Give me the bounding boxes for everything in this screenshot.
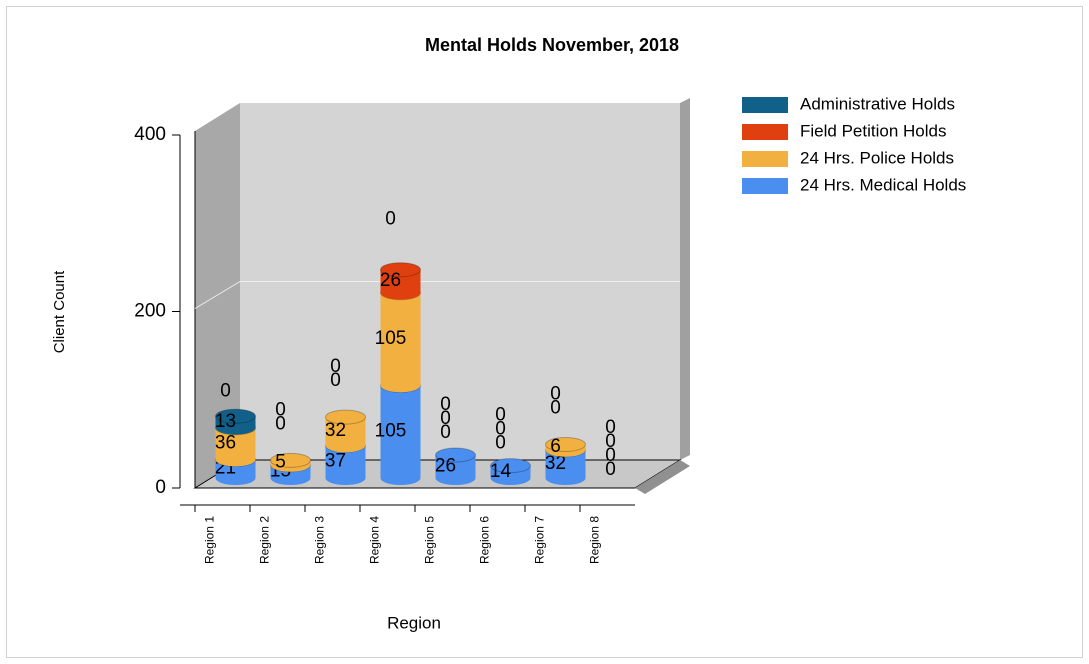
legend-swatch <box>742 151 788 167</box>
legend-swatch <box>742 178 788 194</box>
cylinder-top <box>380 262 421 278</box>
data-label: 5 <box>275 452 286 473</box>
data-label: 0 <box>550 383 561 404</box>
legend-label: Field Petition Holds <box>800 121 946 140</box>
bar-segment <box>325 409 366 453</box>
data-label: 0 <box>440 394 451 415</box>
data-label: 0 <box>605 445 616 466</box>
y-tick-label: 400 <box>134 124 166 145</box>
data-label: 32 <box>545 453 566 474</box>
cylinder-top <box>270 452 311 468</box>
legend-swatch <box>742 97 788 113</box>
bar-segment <box>380 262 421 300</box>
data-label: 0 <box>330 370 341 391</box>
x-axis-title: Region <box>387 613 441 632</box>
bar-segment <box>490 458 531 486</box>
data-label: 105 <box>375 421 407 442</box>
data-label: 0 <box>330 356 341 377</box>
data-label: 14 <box>490 461 512 482</box>
floor-edge <box>635 460 690 494</box>
cylinder-body <box>435 455 476 486</box>
bar-segment <box>545 436 586 457</box>
data-label: 26 <box>435 456 456 477</box>
chart-title: Mental Holds November, 2018 <box>425 35 679 55</box>
y-tick-label: 200 <box>134 301 166 322</box>
bar-segment <box>270 452 311 472</box>
data-label: 0 <box>440 422 451 443</box>
cylinder-body <box>380 385 421 486</box>
cylinder-top <box>490 458 531 474</box>
x-tick-label: Region 5 <box>423 516 437 564</box>
data-label: 0 <box>385 209 396 230</box>
data-label: 0 <box>605 431 616 452</box>
cylinder-top <box>325 409 366 425</box>
x-tick-label: Region 8 <box>588 516 602 564</box>
data-label: 0 <box>495 433 506 454</box>
data-label: 0 <box>495 419 506 440</box>
data-label: 6 <box>550 436 561 457</box>
y-axis-title: Client Count <box>51 270 68 353</box>
wall-edge <box>680 98 690 460</box>
data-label: 0 <box>605 459 616 480</box>
data-label: 0 <box>440 408 451 429</box>
frame <box>6 6 1083 658</box>
cylinder-body <box>215 427 256 467</box>
cylinder-body <box>215 459 256 486</box>
x-tick-label: Region 3 <box>313 516 327 564</box>
x-tick-label: Region 2 <box>258 516 272 564</box>
data-label: 37 <box>325 451 346 472</box>
data-label: 0 <box>550 397 561 418</box>
cylinder-body <box>380 292 421 393</box>
data-label: 36 <box>215 433 236 454</box>
legend-label: Administrative Holds <box>800 94 955 113</box>
data-label: 0 <box>275 413 286 434</box>
cylinder-body <box>325 417 366 453</box>
x-tick-label: Region 1 <box>203 516 217 564</box>
cylinder-top <box>435 447 476 463</box>
legend-label: 24 Hrs. Medical Holds <box>800 175 966 194</box>
cylinder-top <box>545 436 586 452</box>
data-label: 26 <box>380 270 401 291</box>
data-label: 0 <box>605 417 616 438</box>
cylinder-body <box>325 445 366 486</box>
data-label: 0 <box>495 405 506 426</box>
bar-segment <box>435 447 476 486</box>
data-label: 105 <box>375 328 407 349</box>
y-tick-label: 0 <box>155 477 166 498</box>
cylinder-body <box>380 269 421 300</box>
legend-swatch <box>742 124 788 140</box>
data-label: 13 <box>215 411 236 432</box>
x-tick-label: Region 4 <box>368 516 382 564</box>
data-label: 0 <box>220 381 231 402</box>
x-tick-label: Region 7 <box>533 516 547 564</box>
legend-label: 24 Hrs. Police Holds <box>800 148 954 167</box>
cylinder-body <box>545 449 586 486</box>
bar-segment <box>215 408 256 435</box>
data-label: 0 <box>275 399 286 420</box>
data-label: 32 <box>325 420 346 441</box>
cylinder-top <box>215 408 256 424</box>
x-tick-label: Region 6 <box>478 516 492 564</box>
grid-line <box>194 281 241 309</box>
